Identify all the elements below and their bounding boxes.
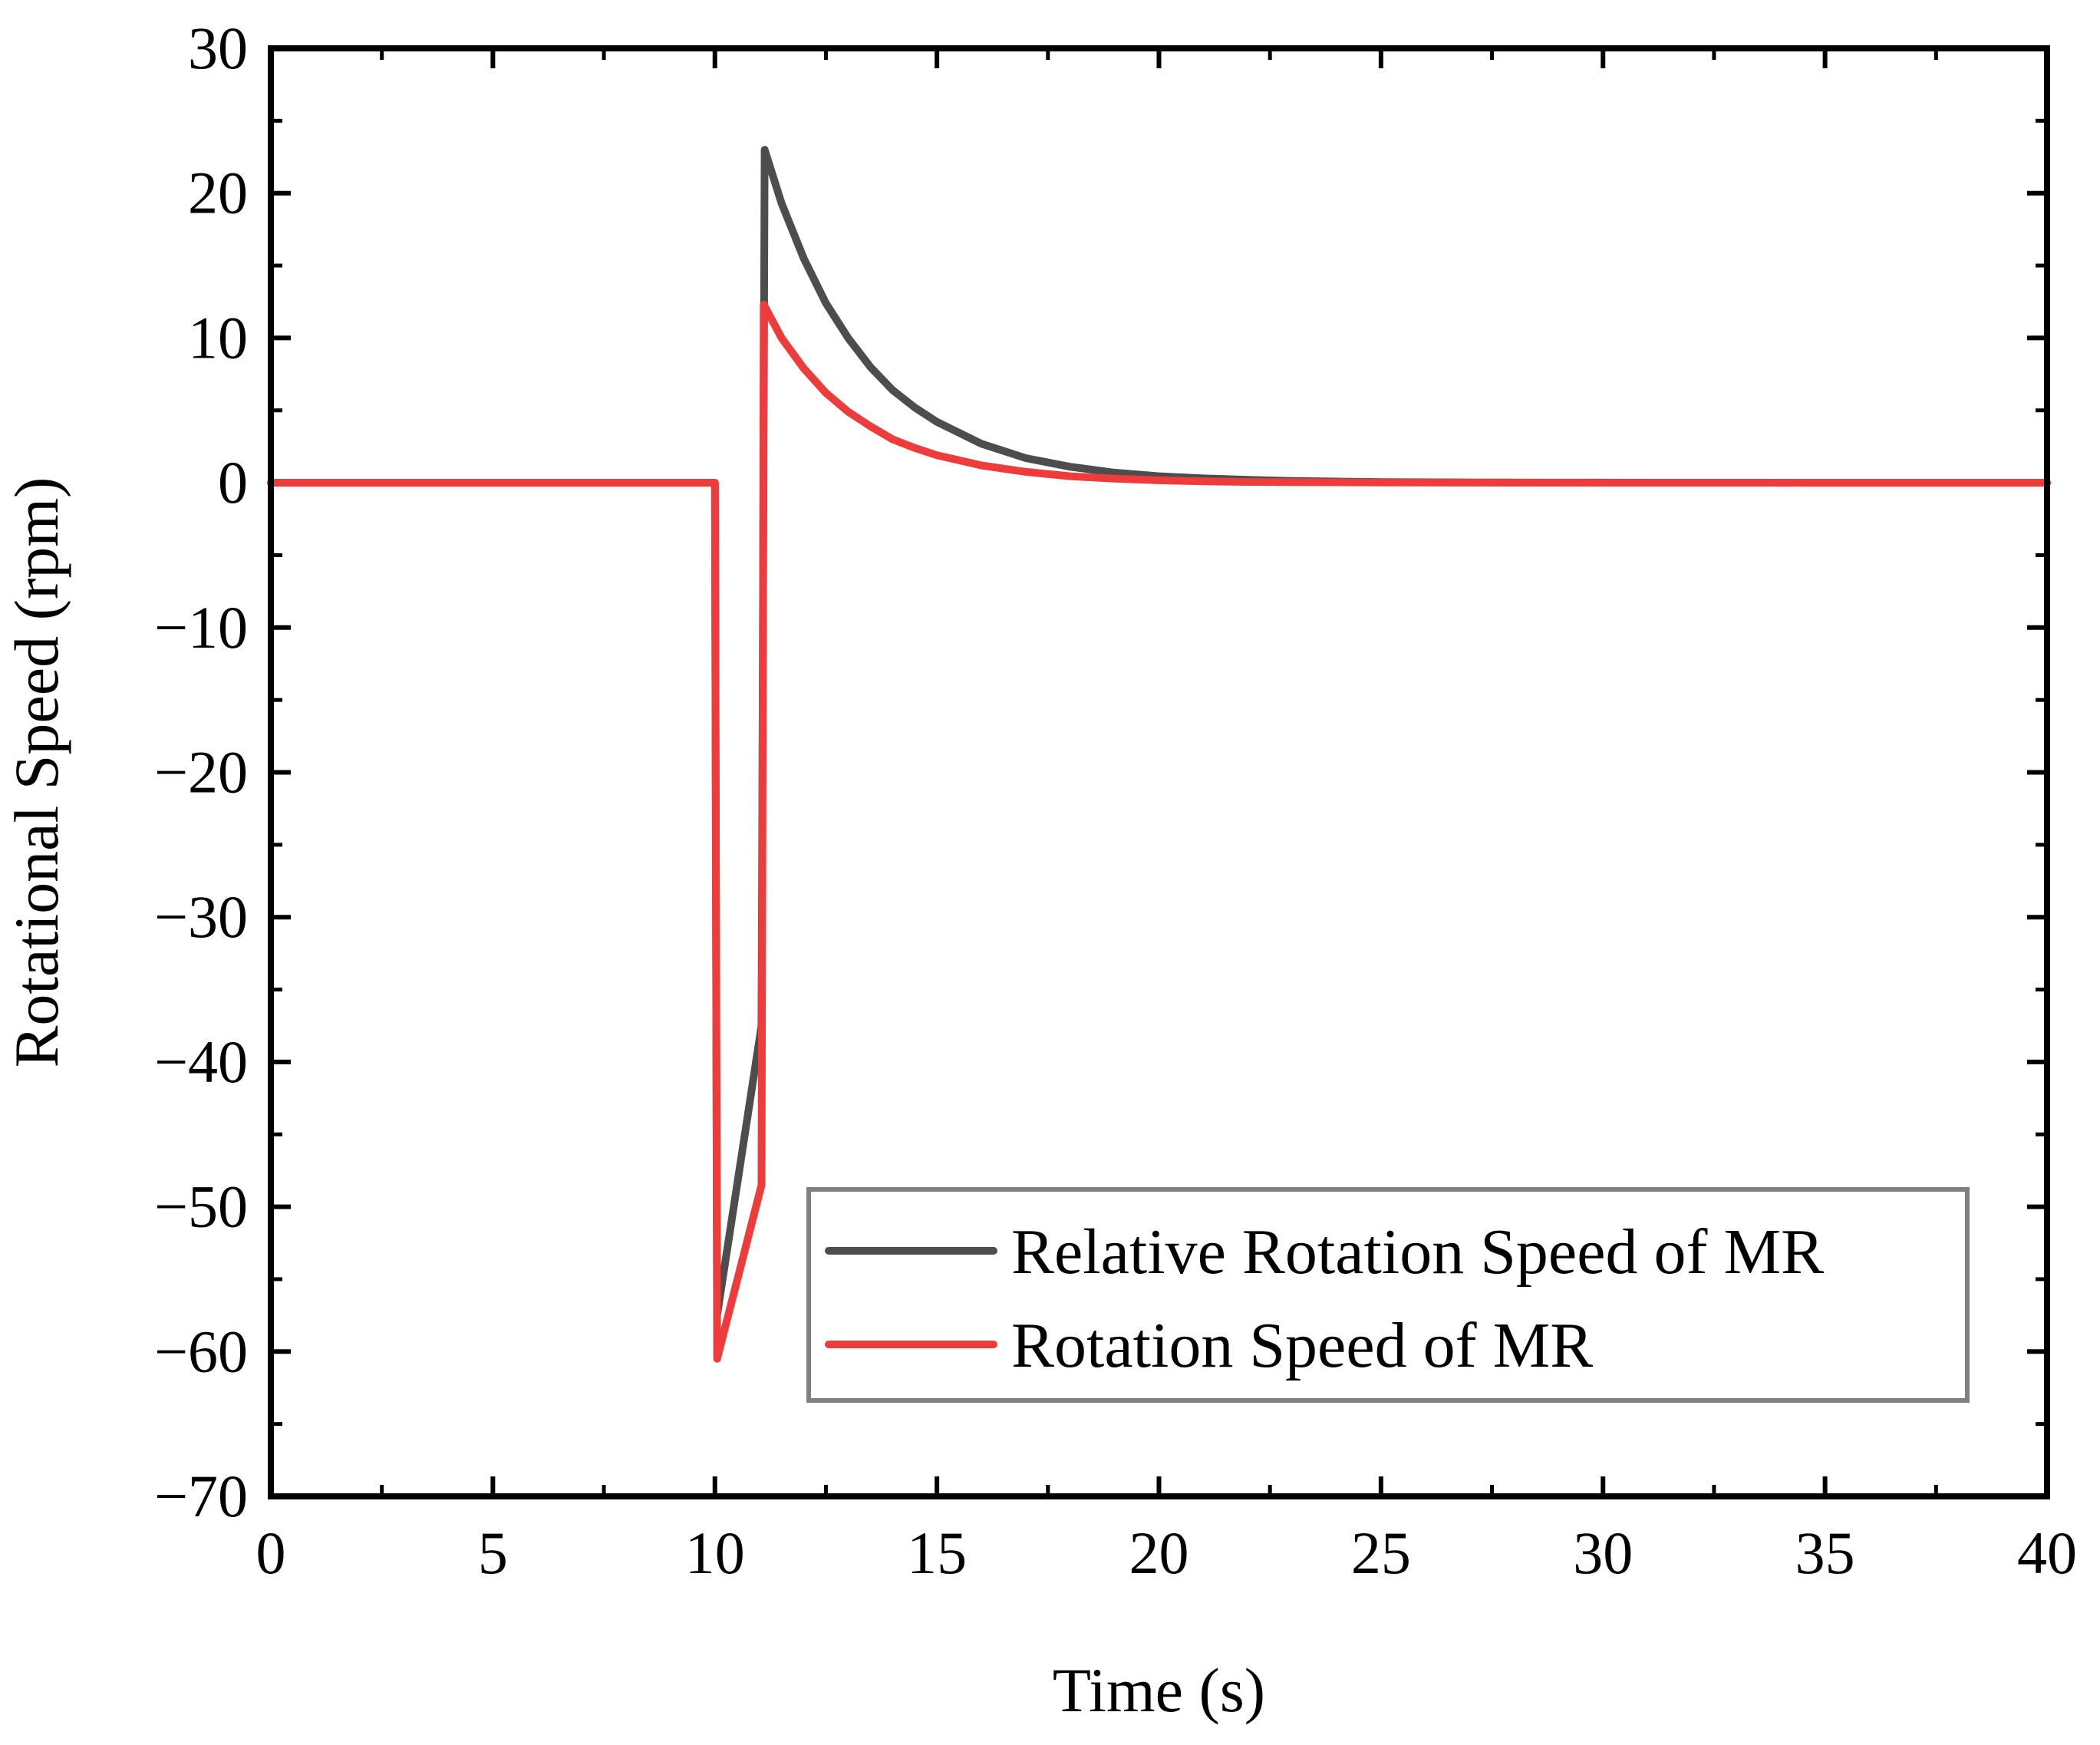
y-tick-label: −10 [154, 594, 248, 661]
x-tick-label: 20 [1129, 1519, 1189, 1586]
axis-tick-labels: 0 5 10 15 20 25 30 35 40 30 20 10 0 −10 −20 −30 −40 −50 −6… [154, 15, 2077, 1586]
y-tick-label: −30 [154, 883, 248, 950]
x-tick-label: 30 [1573, 1519, 1633, 1586]
y-tick-label: 20 [188, 160, 248, 226]
series-layer [267, 146, 2051, 1363]
y-tick-label: 0 [218, 449, 248, 516]
x-tick-label: 10 [685, 1519, 745, 1586]
x-tick-label: 35 [1795, 1519, 1855, 1586]
y-tick-label: −50 [154, 1173, 248, 1240]
y-tick-label: −40 [154, 1028, 248, 1095]
x-axis-title: Time (s) [1053, 1655, 1265, 1725]
legend-label-rotation-speed: Rotation Speed of MR [1011, 1310, 1593, 1381]
x-tick-label: 15 [907, 1519, 967, 1586]
y-tick-label: 30 [188, 15, 248, 81]
y-tick-label: 10 [188, 304, 248, 371]
y-axis-title: Rotational Speed (rpm) [2, 477, 71, 1068]
series-line-rotation-speed [267, 301, 2051, 1363]
plot-frame [268, 45, 2050, 1499]
x-tick-label: 5 [478, 1519, 508, 1586]
y-tick-label: −20 [154, 739, 248, 806]
x-tick-label: 40 [2017, 1519, 2077, 1586]
y-tick-label: −70 [154, 1463, 248, 1529]
legend-box [806, 1187, 1970, 1403]
x-tick-label: 25 [1351, 1519, 1411, 1586]
y-tick-label: −60 [154, 1318, 248, 1384]
legend-label-relative-rotation-speed: Relative Rotation Speed of MR [1011, 1216, 1824, 1288]
x-tick-label: 0 [256, 1519, 286, 1586]
legend: Relative Rotation Speed of MR Rotation S… [806, 1187, 1970, 1403]
